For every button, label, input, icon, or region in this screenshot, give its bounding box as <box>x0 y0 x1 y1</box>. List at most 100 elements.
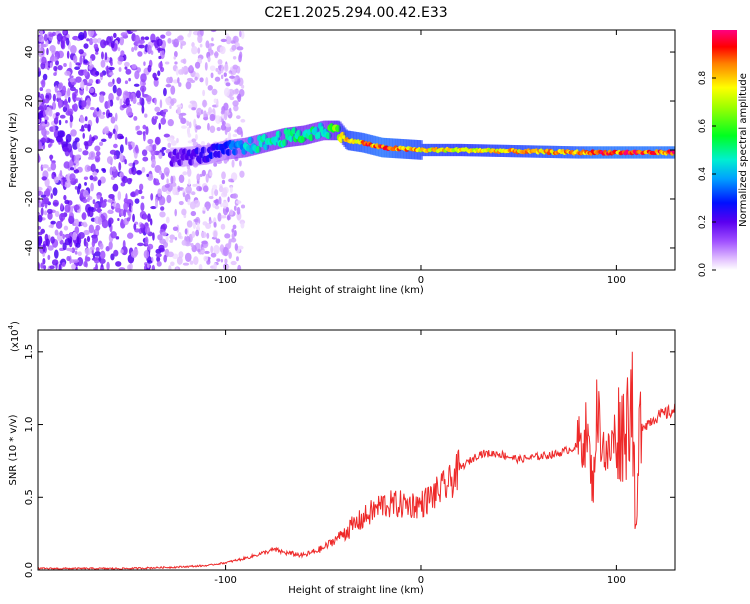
spectrogram-noise-blob <box>135 90 141 99</box>
spectrogram-noise-blob <box>81 212 87 221</box>
spectrogram-noise-blob <box>203 255 209 262</box>
spectrogram-noise-blob <box>40 137 47 144</box>
spectrogram-noise-blob <box>77 257 84 267</box>
spectrogram-noise-blob <box>99 242 104 250</box>
spectrogram-noise-blob <box>190 211 197 217</box>
spectrogram-noise-blob <box>225 123 231 128</box>
spectrogram-noise-blob <box>173 56 176 60</box>
spectrogram-noise-blob <box>144 113 148 118</box>
spectrogram-noise-blob <box>75 242 81 248</box>
spectrogram-noise-blob <box>204 201 211 210</box>
spectrogram-noise-blob <box>63 30 67 35</box>
spectrogram-noise-blob <box>50 162 57 171</box>
spectrogram-noise-blob <box>117 190 122 201</box>
spectrogram-noise-blob <box>208 106 213 115</box>
spectrogram-noise-blob <box>65 119 68 124</box>
spectrogram-noise-blob <box>108 132 112 139</box>
spectrogram-noise-blob <box>238 54 242 63</box>
spectrogram-noise-blob <box>94 250 101 257</box>
spectrogram-noise-blob <box>176 104 183 108</box>
spectrogram-noise-blob <box>52 31 56 37</box>
spectrogram-noise-blob <box>185 81 192 90</box>
spectrogram-noise-blob <box>207 85 213 91</box>
spectrogram-noise-blob <box>124 80 129 85</box>
spectrogram-noise-blob <box>119 98 123 106</box>
spectrogram-noise-blob <box>44 104 47 111</box>
spectrogram-noise-blob <box>156 38 163 47</box>
spectrogram-noise-blob <box>140 73 147 83</box>
spectrogram-noise-blob <box>174 50 178 58</box>
spectrogram-noise-blob <box>228 178 234 183</box>
spectrogram-noise-blob <box>47 208 53 214</box>
spectrogram-noise-blob <box>45 238 50 247</box>
spectrogram-noise-blob <box>38 67 41 72</box>
spectrogram-noise-blob <box>192 183 197 187</box>
colorbar-tick-label: 0.2 <box>698 215 708 229</box>
spectrogram-noise-blob <box>239 30 242 38</box>
spectrogram-noise-blob <box>164 61 170 65</box>
spectrogram-noise-blob <box>177 35 184 41</box>
spectrogram-noise-blob <box>213 162 218 167</box>
spectrogram-noise-blob <box>77 147 83 153</box>
spectrogram-noise-blob <box>83 43 89 49</box>
spectrogram-noise-blob <box>112 183 119 192</box>
spectrogram-noise-blob <box>53 176 59 184</box>
spectrogram-noise-blob <box>236 256 239 262</box>
spectrogram-noise-blob <box>147 138 154 145</box>
snr-plot-area <box>38 330 675 570</box>
spectrogram-y-tick-label: -20 <box>24 191 35 207</box>
spectrogram-noise-blob <box>196 222 200 231</box>
spectrogram-noise-blob <box>45 88 52 94</box>
spectrogram-noise-blob <box>225 206 230 213</box>
spectrogram-noise-blob <box>92 38 99 44</box>
spectrogram-noise-blob <box>127 264 132 270</box>
spectrogram-noise-blob <box>118 161 122 171</box>
spectrogram-noise-blob <box>167 37 172 44</box>
spectrogram-noise-blob <box>74 226 80 235</box>
spectrogram-noise-blob <box>189 260 194 265</box>
spectrogram-noise-blob <box>170 175 174 184</box>
spectrogram-noise-blob <box>220 124 227 131</box>
spectrogram-noise-blob <box>205 76 209 87</box>
spectrogram-noise-blob <box>224 127 228 136</box>
spectrogram-noise-blob <box>176 256 183 265</box>
spectrogram-noise-blob <box>109 72 114 76</box>
spectrogram-noise-blob <box>41 127 47 137</box>
spectrogram-noise-blob <box>141 149 148 157</box>
spectrogram-noise-blob <box>232 224 237 230</box>
spectrogram-noise-blob <box>147 213 151 222</box>
spectrogram-noise-blob <box>145 145 152 151</box>
spectrogram-noise-blob <box>158 122 162 130</box>
spectrogram-noise-blob <box>189 100 197 105</box>
spectrogram-noise-blob <box>181 125 188 129</box>
spectrogram-noise-blob <box>88 64 93 71</box>
spectrogram-noise-blob <box>152 144 157 152</box>
spectrogram-noise-blob <box>99 267 105 270</box>
spectrogram-noise-blob <box>38 214 43 223</box>
spectrogram-noise-blob <box>237 264 242 270</box>
spectrogram-noise-blob <box>38 225 42 230</box>
spectrogram-noise-blob <box>52 199 59 207</box>
spectrogram-noise-blob <box>160 34 166 39</box>
spectrogram-noise-blob <box>134 189 139 196</box>
spectrogram-noise-blob <box>157 188 162 198</box>
colorbar-tick-label: 0.4 <box>698 167 708 182</box>
spectrogram-noise-blob <box>184 228 188 235</box>
spectrogram-noise-blob <box>70 129 77 137</box>
spectrogram-noise-blob <box>222 188 228 197</box>
spectrogram-noise-blob <box>185 185 192 194</box>
spectrogram-noise-blob <box>207 122 210 131</box>
spectrogram-noise-blob <box>228 132 232 140</box>
spectrogram-noise-blob <box>69 248 73 252</box>
colorbar-tick-label: 0.6 <box>698 119 708 134</box>
spectrogram-noise-blob <box>83 176 89 180</box>
spectrogram-noise-blob <box>219 45 226 55</box>
spectrogram-noise-blob <box>202 116 209 121</box>
snr-y-label: SNR (10 * v/v) <box>8 414 19 485</box>
spectrogram-noise-blob <box>175 67 179 76</box>
spectrogram-noise-blob <box>233 80 240 85</box>
spectrogram-noise-blob <box>38 186 43 192</box>
spectrogram-noise-blob <box>128 77 132 82</box>
spectrogram-noise-blob <box>220 74 224 80</box>
spectrogram-noise-blob <box>73 166 77 170</box>
